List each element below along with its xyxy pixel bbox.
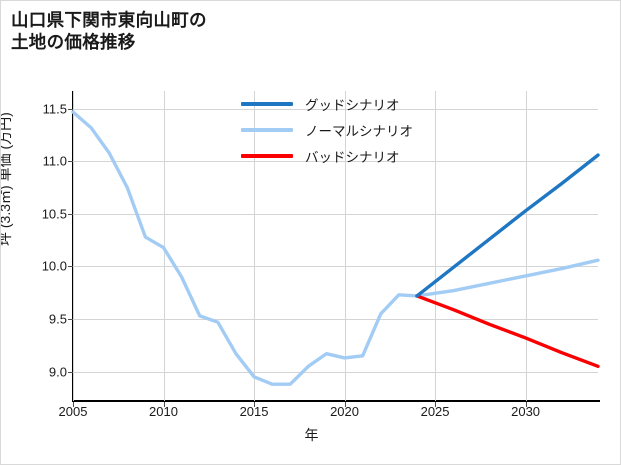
data-series-layer bbox=[71, 110, 600, 386]
y-tick-mark bbox=[68, 161, 73, 163]
series-line-normal bbox=[71, 110, 600, 386]
chart-legend: グッドシナリオ ノーマルシナリオ バッドシナリオ bbox=[241, 91, 481, 169]
x-tick-label: 2005 bbox=[58, 404, 88, 419]
gridline-horizontal bbox=[73, 213, 598, 215]
x-tick-mark bbox=[344, 402, 346, 407]
legend-label: ノーマルシナリオ bbox=[305, 124, 413, 139]
series-line-bad bbox=[415, 294, 600, 369]
x-tick-mark bbox=[435, 402, 437, 407]
plot-area bbox=[71, 91, 600, 401]
y-tick-mark bbox=[68, 108, 73, 110]
x-tick-label: 2015 bbox=[239, 404, 269, 419]
y-tick-label: 10.5 bbox=[41, 206, 67, 222]
x-tick-label: 2025 bbox=[420, 404, 450, 419]
x-tick-mark bbox=[525, 402, 527, 407]
y-tick-mark bbox=[68, 266, 73, 268]
y-tick-mark bbox=[68, 319, 73, 321]
gridline-horizontal bbox=[73, 371, 598, 373]
legend-color-swatch bbox=[241, 128, 293, 132]
y-axis-label: 坪 (3.3㎡) 単価 (万円) bbox=[0, 112, 13, 246]
legend-item[interactable]: バッドシナリオ bbox=[241, 143, 481, 169]
gridline-vertical bbox=[435, 91, 437, 401]
x-tick-label: 2010 bbox=[149, 404, 178, 419]
legend-label: バッドシナリオ bbox=[305, 150, 400, 165]
y-tick-label: 9.0 bbox=[48, 364, 67, 380]
y-tick-label: 10.0 bbox=[41, 258, 67, 274]
gridline-horizontal bbox=[73, 319, 598, 321]
legend-item[interactable]: ノーマルシナリオ bbox=[241, 117, 481, 143]
y-tick-mark bbox=[68, 213, 73, 215]
legend-color-swatch bbox=[241, 154, 293, 158]
x-tick-mark bbox=[254, 402, 256, 407]
x-tick-label: 2030 bbox=[511, 404, 541, 419]
x-tick-mark bbox=[163, 402, 165, 407]
y-tick-label: 9.5 bbox=[48, 311, 67, 327]
x-axis-label: 年 bbox=[304, 427, 319, 443]
gridline-horizontal bbox=[73, 266, 598, 268]
legend-color-swatch bbox=[241, 102, 293, 106]
gridline-vertical bbox=[73, 91, 74, 401]
series-line-good bbox=[415, 153, 600, 298]
legend-label: グッドシナリオ bbox=[305, 98, 400, 113]
y-tick-label: 11.5 bbox=[42, 101, 67, 117]
gridline-vertical bbox=[525, 91, 527, 401]
x-tick-label: 2020 bbox=[330, 404, 359, 419]
gridline-horizontal bbox=[73, 161, 598, 163]
gridline-horizontal bbox=[73, 108, 598, 110]
y-tick-mark bbox=[68, 371, 73, 373]
gridline-vertical bbox=[344, 91, 346, 401]
gridline-vertical bbox=[254, 91, 256, 401]
y-tick-label: 11.0 bbox=[42, 153, 67, 169]
x-axis-line bbox=[72, 400, 600, 402]
x-tick-mark bbox=[73, 402, 74, 407]
chart-title: 山口県下関市東向山町の 土地の価格推移 bbox=[11, 10, 207, 53]
legend-item[interactable]: グッドシナリオ bbox=[241, 91, 481, 117]
